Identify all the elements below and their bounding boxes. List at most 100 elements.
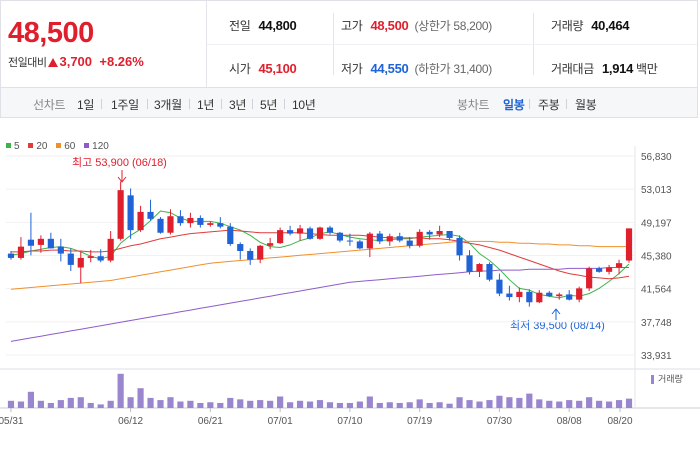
candle-body <box>605 267 613 272</box>
legend-label: 20 <box>36 141 48 152</box>
candle-body <box>177 216 184 224</box>
candle-body <box>17 246 25 258</box>
legend-label: 5 <box>14 141 20 152</box>
divider <box>189 99 190 109</box>
y-tick-label: 53,013 <box>641 185 672 196</box>
volume-bar <box>277 396 284 408</box>
volume-bar <box>596 400 603 408</box>
candle-body <box>187 217 194 224</box>
candle-body <box>57 246 64 254</box>
volume-bar <box>167 397 174 408</box>
period-3y[interactable]: 3년 <box>229 98 247 112</box>
candle-body <box>47 238 54 249</box>
candle-body <box>356 241 363 249</box>
volume-bar <box>326 402 334 408</box>
volume-bar <box>605 401 613 408</box>
legend-swatch <box>28 143 34 148</box>
candle-body <box>267 243 274 246</box>
volume-bar <box>157 400 164 408</box>
candle-body <box>416 231 423 246</box>
period-1d[interactable]: 1일 <box>77 98 95 112</box>
volume-bar <box>57 400 64 408</box>
candle-body <box>376 233 383 242</box>
ma-line-5 <box>10 210 630 299</box>
ma-line-20 <box>11 229 630 280</box>
volume-bar <box>177 401 184 408</box>
candle-body <box>296 228 304 234</box>
y-tick-label: 41,564 <box>641 285 672 296</box>
candle-body <box>237 244 244 251</box>
candle-body <box>197 217 204 225</box>
quote-header: 48,500 전일대비 3,700 +8.26% 전일 44,800 고가 48,50… <box>0 0 698 88</box>
volume-bar <box>227 397 234 408</box>
y-tick-label: 49,197 <box>641 218 672 229</box>
stat-amount-value: 1,914 <box>601 61 634 76</box>
legend-item-ma5: 5 <box>6 141 20 152</box>
volume-bar <box>346 402 353 408</box>
candle-chart-label[interactable]: 봉차트 <box>457 98 490 112</box>
x-tick-label: 07/30 <box>487 416 512 427</box>
stat-low-value: 44,550 <box>370 61 409 76</box>
candle-body <box>516 291 523 298</box>
volume-bar <box>67 397 74 408</box>
change-row: 전일대비 3,700 +8.26% <box>8 54 144 70</box>
divider <box>529 99 530 109</box>
candle-body <box>466 255 473 272</box>
divider <box>221 99 222 109</box>
period-1w[interactable]: 1주일 <box>111 98 139 112</box>
volume-legend-swatch <box>651 375 654 384</box>
candle-body <box>326 227 334 233</box>
lower-limit: (하한가 31,400) <box>414 62 493 76</box>
volume-bar <box>127 397 134 408</box>
price-box: 48,500 전일대비 3,700 +8.26% <box>1 1 207 87</box>
candle-body <box>366 233 373 249</box>
candle-body <box>625 228 633 261</box>
volume-bar <box>496 395 503 408</box>
volume-bar <box>556 401 563 408</box>
volume-bar <box>47 402 54 408</box>
y-tick-label: 45,380 <box>641 252 672 263</box>
volume-bar <box>426 402 433 408</box>
stat-prev-label: 전일 <box>229 19 251 33</box>
period-3m[interactable]: 3개월 <box>154 98 182 112</box>
volume-bar <box>267 400 274 408</box>
stat-amount: 거래대금 1,914 백만 <box>551 60 658 77</box>
candle-weekly[interactable]: 주봉 <box>538 98 560 112</box>
legend-item-ma20: 20 <box>28 141 47 152</box>
volume-bar <box>137 388 144 408</box>
candle-monthly[interactable]: 월봉 <box>575 98 597 112</box>
candle-body <box>526 291 533 303</box>
x-tick-label: 06/12 <box>118 416 143 427</box>
volume-bar <box>187 400 194 408</box>
candle-body <box>556 294 563 297</box>
x-tick-label: 08/08 <box>557 416 582 427</box>
high-arrow-head <box>117 176 127 183</box>
stat-amount-label: 거래대금 <box>551 62 594 76</box>
up-triangle-icon <box>48 58 59 67</box>
stat-open-label: 시가 <box>229 62 251 76</box>
candle-body <box>596 268 603 272</box>
candle-body <box>287 230 294 234</box>
line-chart-label[interactable]: 선차트 <box>33 98 66 112</box>
period-10y[interactable]: 10년 <box>292 98 316 112</box>
volume-bar <box>586 397 593 408</box>
legend-label: 120 <box>92 141 109 152</box>
candle-body <box>426 231 433 235</box>
candle-body <box>396 236 403 241</box>
legend-swatch <box>56 143 62 148</box>
period-5y[interactable]: 5년 <box>260 98 278 112</box>
x-tick-label: 06/21 <box>198 416 223 427</box>
candle-body <box>346 240 353 242</box>
candle-daily[interactable]: 일봉 <box>503 98 525 112</box>
upper-limit: (상한가 58,200) <box>414 19 493 33</box>
stat-volume-value: 40,464 <box>591 18 630 33</box>
volume-bar <box>446 403 453 408</box>
volume-bar <box>456 397 463 408</box>
volume-bar <box>117 373 124 408</box>
volume-bar <box>406 402 413 408</box>
x-tick-label: 07/19 <box>407 416 432 427</box>
period-1y[interactable]: 1년 <box>197 98 215 112</box>
divider <box>284 99 285 109</box>
change-amount: 3,700 <box>59 54 93 69</box>
candle-body <box>127 195 134 231</box>
